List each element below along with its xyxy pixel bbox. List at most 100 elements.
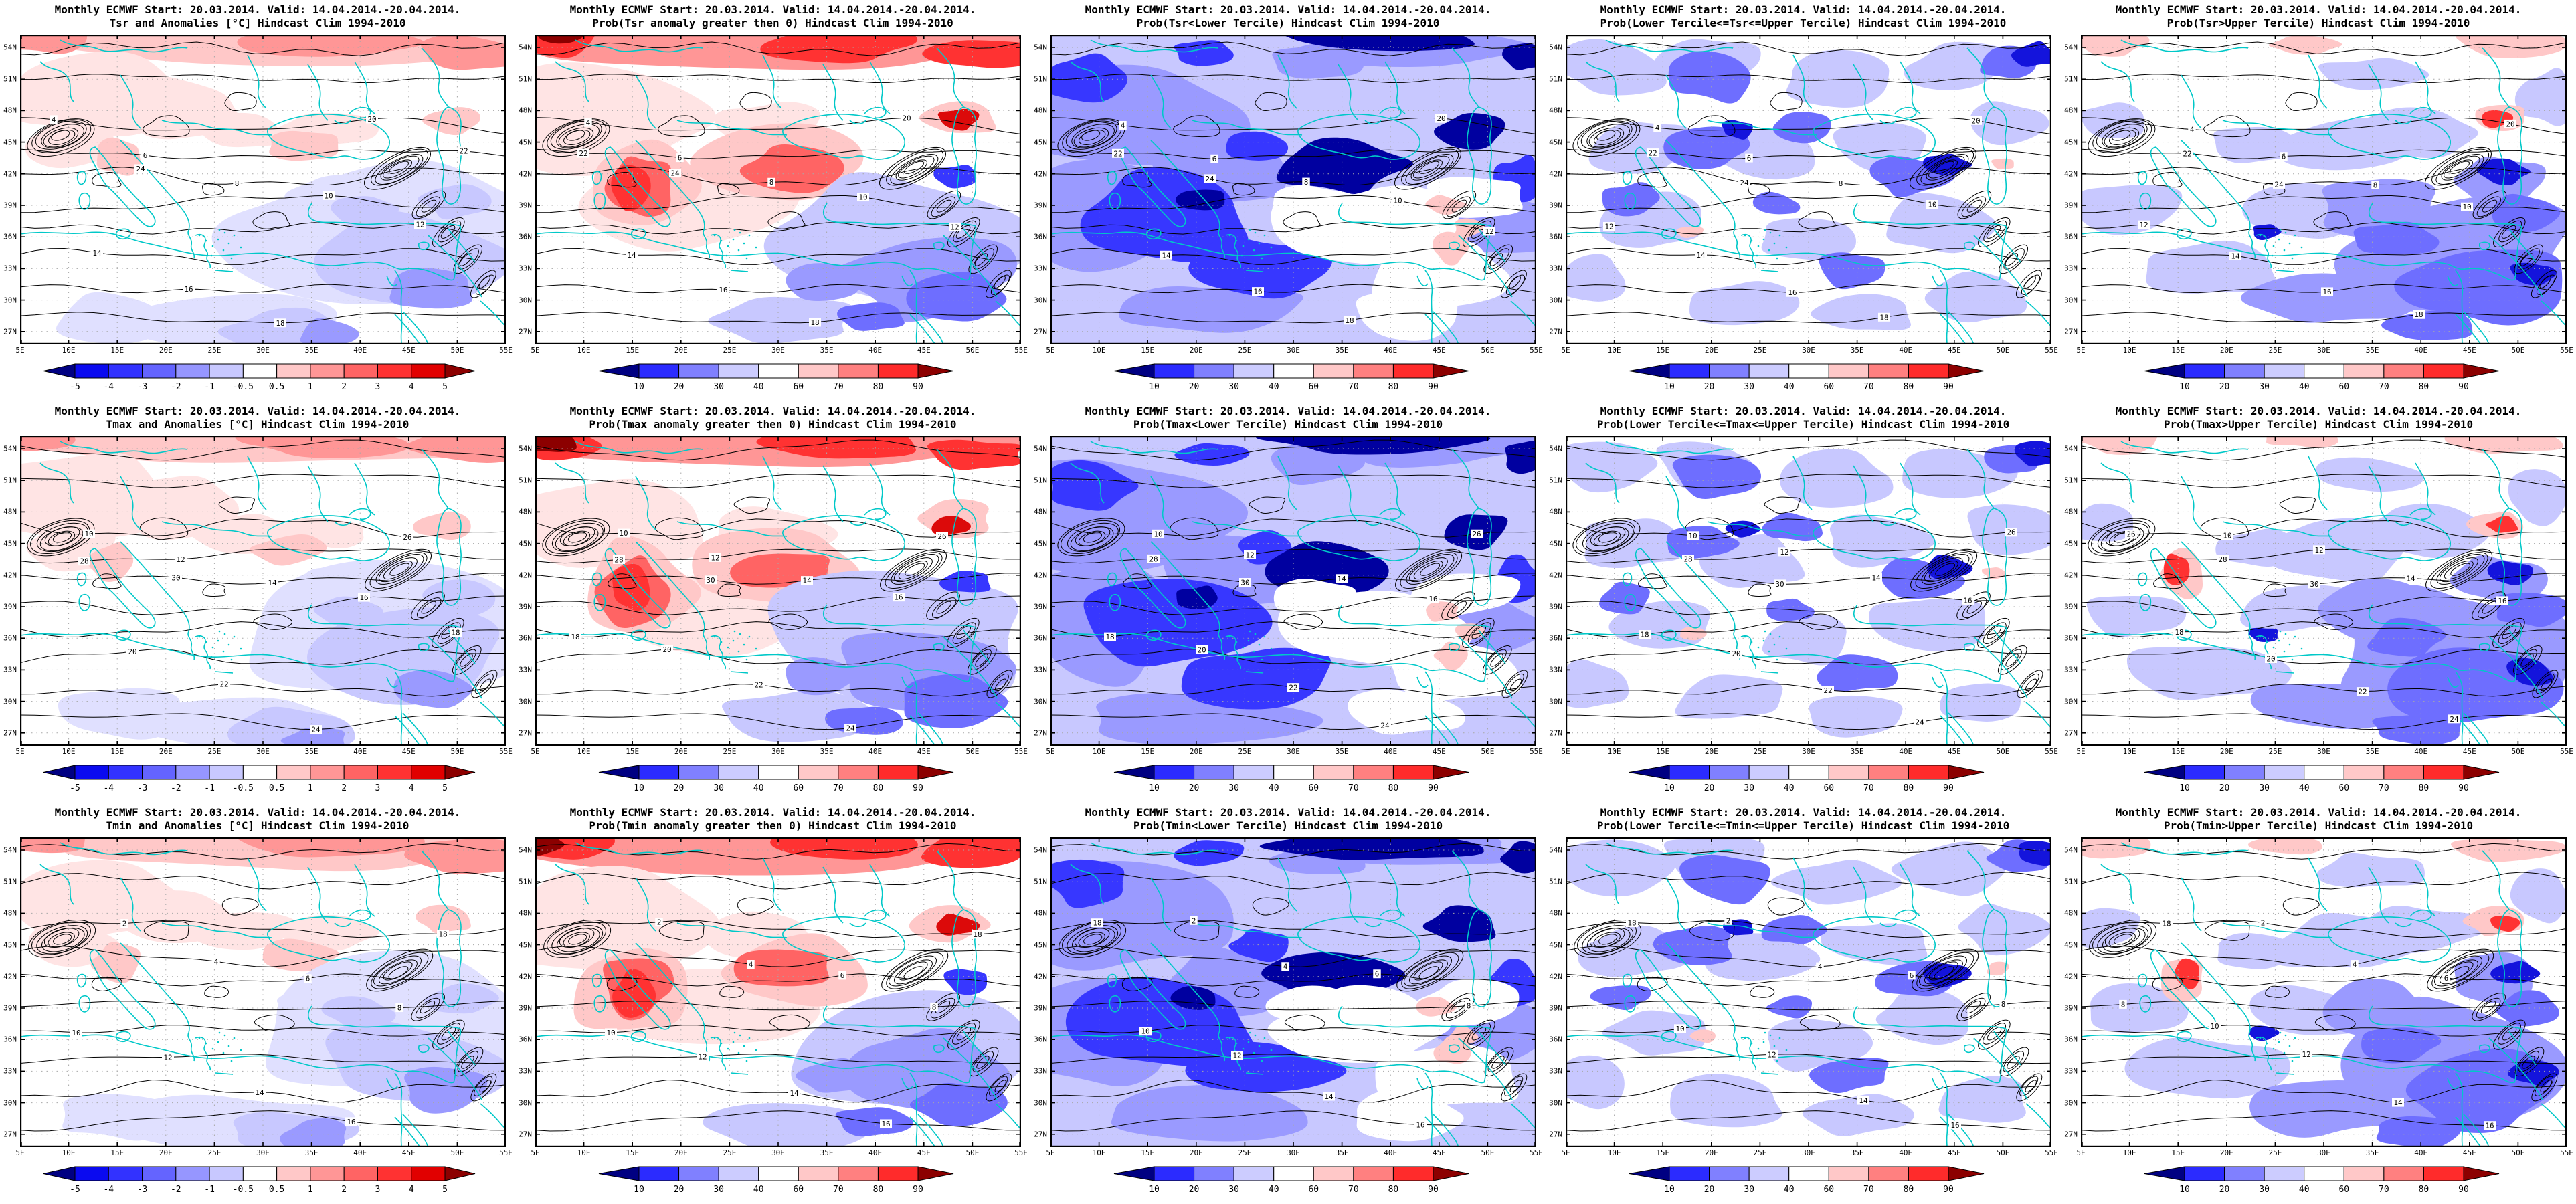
lon-label: 5E [2076,346,2086,355]
svg-text:20: 20 [1704,783,1715,793]
lon-label: 35E [1335,747,1349,756]
lon-label: 10E [62,747,76,756]
lat-label: 27N [1034,327,1047,336]
lat-label: 39N [519,1003,532,1013]
colorbar: -5 -4 -3 -2 -1 -0.5 0.5 1 2 3 4 5 [43,765,476,793]
svg-text:20: 20 [2219,783,2230,793]
svg-text:20: 20 [1437,114,1445,123]
panel-title-line1: Monthly ECMWF Start: 20.03.2014. Valid: … [569,405,976,417]
lat-label: 45N [1034,539,1047,548]
lat-label: 42N [1034,169,1047,179]
svg-text:40: 40 [2299,783,2310,793]
lat-label: 45N [1549,539,1562,548]
svg-text:20: 20 [662,645,671,654]
svg-text:18: 18 [973,930,982,939]
lat-label: 36N [2064,1035,2078,1044]
coastline-layer [2081,39,2567,344]
panel-title-line1: Monthly ECMWF Start: 20.03.2014. Valid: … [1085,3,1491,16]
map-plot: 10 12 14 16 18 20 22 24 26 28 30 [20,436,506,746]
svg-text:12: 12 [1780,548,1788,557]
svg-text:22: 22 [2183,149,2191,158]
lon-label: 25E [723,1148,737,1157]
lat-axis: 54N 51N 48N 45N 42N 39N 36N 33N 30N 27N [1546,35,1564,344]
map-border [20,35,506,344]
contour-layer [535,439,1021,730]
panel-title-line2: Tmin and Anomalies [°C] Hindcast Clim 19… [106,819,409,832]
svg-text:60: 60 [2338,783,2349,793]
lon-label: 15E [1141,747,1155,756]
lon-label: 20E [2219,747,2233,756]
gridlines [537,839,1020,1146]
svg-text:10: 10 [2210,1022,2219,1031]
svg-text:90: 90 [1943,783,1954,793]
lat-label: 33N [2064,264,2078,273]
svg-text:1: 1 [308,783,313,793]
lon-label: 30E [1287,346,1300,355]
lon-label: 20E [1189,1148,1203,1157]
svg-text:70: 70 [1348,382,1359,392]
lat-label: 30N [519,1098,532,1108]
lon-label: 20E [1189,346,1203,355]
svg-text:-2: -2 [171,1185,181,1195]
lon-label: 30E [2317,747,2330,756]
svg-text:-3: -3 [137,783,148,793]
svg-text:24: 24 [2450,715,2459,724]
lon-label: 35E [1335,1148,1349,1157]
svg-text:4: 4 [214,957,219,966]
svg-text:10: 10 [1393,197,1402,205]
map-border [535,837,1021,1147]
panel-title-line2: Prob(Lower Tercile<=Tmax<=Upper Tercile)… [1596,418,2010,431]
colorbar: 10 20 30 40 60 70 80 90 [1629,1166,1985,1195]
contour-labels: 10 12 14 16 18 20 22 24 26 28 30 [78,529,462,734]
colorbar: -5 -4 -3 -2 -1 -0.5 0.5 1 2 3 4 5 [43,1166,476,1195]
map-border [20,436,506,746]
svg-text:12: 12 [2139,221,2148,229]
lon-label: 50E [450,346,464,355]
svg-text:6: 6 [1212,155,1217,163]
svg-text:-2: -2 [171,783,181,793]
svg-text:22: 22 [1113,149,1122,158]
lon-label: 45E [401,346,416,355]
lat-label: 48N [1034,908,1047,918]
map-panel-r2c0: Monthly ECMWF Start: 20.03.2014. Valid: … [0,803,515,1204]
panel-title-line2: Prob(Lower Tercile<=Tmin<=Upper Tercile)… [1596,819,2010,832]
svg-text:4: 4 [586,118,591,127]
lon-label: 30E [2317,1148,2330,1157]
lon-label: 50E [1996,1148,2010,1157]
lon-label: 5E [531,747,540,756]
lat-label: 54N [3,444,17,454]
svg-text:-0.5: -0.5 [233,382,254,392]
svg-text:10: 10 [1149,382,1160,392]
lat-label: 48N [1034,507,1047,516]
svg-text:14: 14 [2393,1098,2403,1107]
lat-label: 30N [1549,1098,1562,1108]
svg-text:4: 4 [409,783,414,793]
lat-label: 42N [1549,169,1562,179]
lat-label: 39N [519,201,532,210]
lat-label: 54N [2064,43,2078,52]
panel-title-line1: Monthly ECMWF Start: 20.03.2014. Valid: … [569,806,976,819]
lat-label: 48N [2064,106,2078,115]
panel-title-line2: Prob(Tmax>Upper Tercile) Hindcast Clim 1… [2163,418,2474,431]
lon-axis: 5E 10E 15E 20E 25E 30E 35E 40E 45E 50E 55E [2076,1148,2573,1159]
coastline-layer [20,842,506,1147]
svg-text:2: 2 [1726,916,1731,925]
svg-text:26: 26 [403,533,411,542]
lat-label: 27N [519,327,532,336]
svg-text:80: 80 [1388,1185,1399,1195]
lon-label: 20E [2219,346,2233,355]
lat-label: 45N [3,940,17,950]
lat-label: 42N [1549,571,1562,580]
svg-text:12: 12 [416,221,424,229]
svg-text:0.5: 0.5 [269,1185,284,1195]
lat-label: 36N [3,633,17,643]
lat-label: 39N [1549,201,1562,210]
lon-label: 35E [820,346,834,355]
lat-label: 27N [2064,728,2078,738]
lon-label: 20E [159,747,173,756]
svg-text:18: 18 [438,930,447,939]
lat-label: 45N [3,138,17,147]
svg-text:30: 30 [2259,783,2270,793]
svg-text:8: 8 [932,1003,937,1011]
lon-label: 15E [2171,1148,2185,1157]
